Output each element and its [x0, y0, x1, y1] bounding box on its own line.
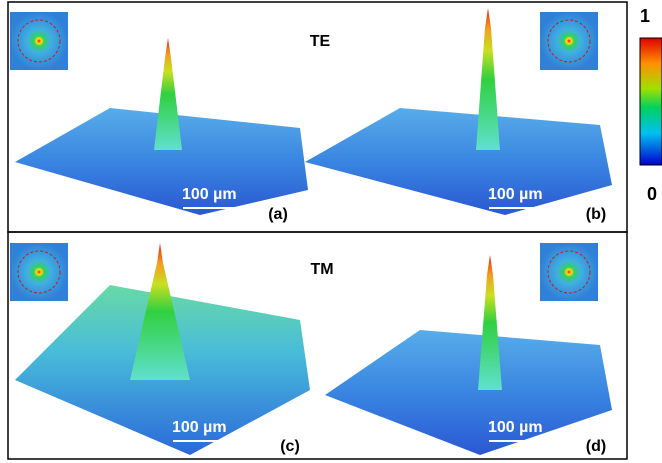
scale-bar-label: 100 µm [172, 419, 227, 436]
surface [15, 108, 308, 215]
peak [130, 243, 190, 380]
panel-label: (b) [586, 206, 606, 223]
inset-image [540, 243, 598, 301]
scale-bar-label: 100 µm [488, 186, 543, 203]
colorbar [639, 37, 662, 166]
peak [154, 38, 182, 150]
panel-label: (d) [586, 438, 606, 455]
scale-bar-label: 100 µm [182, 186, 237, 203]
inset-circle [17, 250, 61, 294]
surface [325, 330, 612, 455]
surface [305, 108, 612, 215]
peak [478, 255, 502, 390]
scale-bar-label: 100 µm [488, 419, 543, 436]
colorbar-min: 0 [647, 184, 657, 204]
inset-image [10, 12, 68, 70]
inset-image [10, 243, 68, 301]
peak [476, 8, 500, 150]
mode-label: TM [310, 261, 333, 278]
panel-label: (a) [268, 206, 288, 223]
inset-circle [547, 19, 591, 63]
mode-label: TE [310, 33, 331, 50]
panel-label: (c) [280, 438, 300, 455]
inset-image [540, 12, 598, 70]
panel-frame [7, 231, 628, 460]
inset-circle [17, 19, 61, 63]
inset-circle [547, 250, 591, 294]
colorbar-max: 1 [640, 6, 650, 26]
